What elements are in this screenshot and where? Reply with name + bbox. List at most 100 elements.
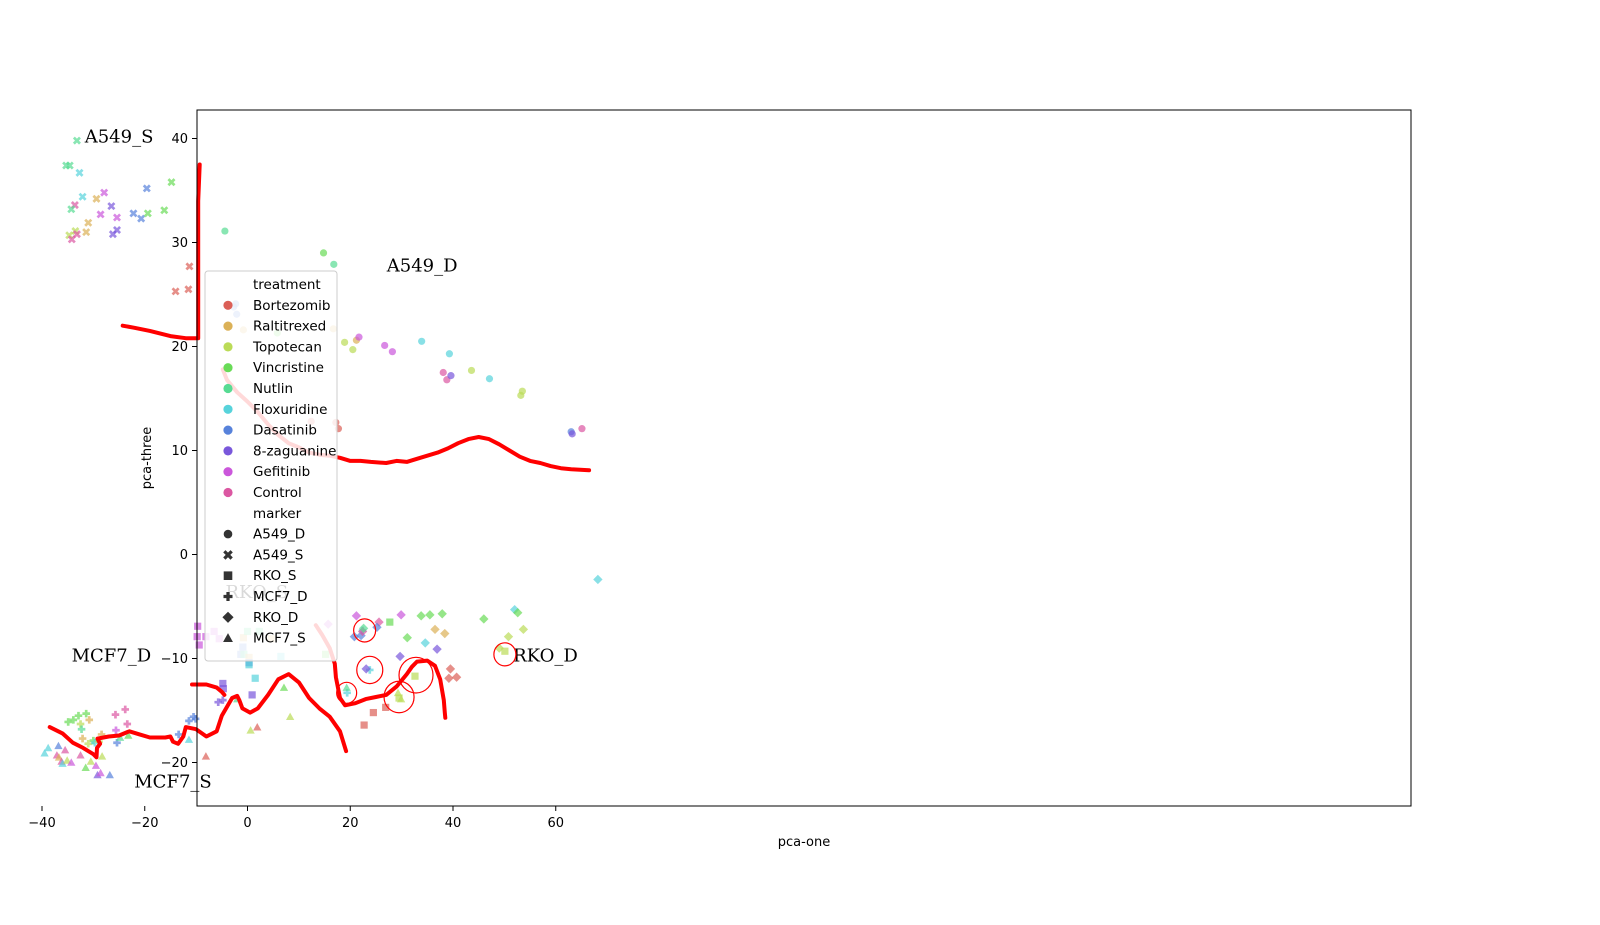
data-point	[361, 664, 371, 674]
data-point	[386, 618, 394, 626]
data-point	[167, 178, 176, 187]
red-highlight-circle	[398, 656, 434, 694]
y-tick-label: 30	[171, 236, 188, 251]
x-tick-label: 40	[445, 816, 462, 831]
legend-marker-swatch	[223, 633, 233, 643]
data-point	[160, 206, 169, 215]
data-point	[96, 210, 105, 219]
cluster-annotation: MCF7_S	[134, 771, 211, 792]
data-point	[86, 757, 95, 765]
data-point	[479, 614, 489, 624]
data-point	[105, 770, 114, 779]
data-point	[286, 712, 295, 721]
y-axis-ticks: −20 −10 0 10 20 30 40	[161, 132, 197, 771]
data-point	[72, 230, 81, 239]
legend-marker-swatch	[223, 529, 233, 539]
red-highlight-circle	[336, 681, 358, 704]
red-highlight-circle	[383, 680, 415, 714]
data-point	[77, 725, 86, 733]
data-point	[142, 184, 151, 193]
data-point	[340, 338, 349, 346]
data-point	[82, 228, 91, 237]
data-point	[185, 717, 193, 725]
data-point	[440, 628, 450, 639]
data-point	[171, 287, 180, 296]
data-point	[369, 708, 377, 717]
data-point	[248, 691, 256, 699]
legend-item-label: Dasatinib	[253, 423, 317, 439]
data-point	[439, 368, 447, 377]
legend-box	[204, 270, 338, 662]
data-point	[425, 610, 435, 620]
legend-color-swatch	[223, 363, 233, 373]
data-point	[221, 227, 229, 235]
data-point	[245, 661, 253, 669]
data-point	[91, 761, 101, 769]
legend-item-label: Gefitinib	[253, 464, 310, 480]
data-point	[518, 387, 526, 395]
cluster-annotation: A549_D	[386, 256, 458, 277]
data-point	[121, 705, 130, 714]
data-point	[381, 341, 389, 350]
legend-marker-swatch	[223, 591, 233, 602]
y-tick-label: 40	[171, 132, 188, 147]
cluster-annotation: A549_S	[84, 127, 154, 148]
data-point	[143, 209, 152, 218]
legend-marker-swatch	[223, 571, 233, 580]
data-point	[358, 623, 369, 634]
data-point	[44, 743, 53, 752]
legend-color-swatch	[223, 300, 233, 310]
legend-marker-swatch	[222, 611, 234, 623]
drawn-strokes-layer	[47, 162, 592, 760]
x-axis-ticks: −40 −20 0 20 40 60	[28, 806, 564, 831]
data-point	[219, 679, 227, 688]
legend-color-swatch	[223, 467, 233, 477]
data-point	[112, 226, 122, 235]
data-point	[76, 751, 85, 759]
data-point	[191, 715, 200, 723]
data-point	[593, 574, 603, 585]
legend-item-label: A549_S	[253, 547, 303, 563]
data-point	[349, 346, 357, 354]
legend-item-label: A549_D	[253, 527, 305, 543]
data-point	[195, 641, 203, 649]
red-highlight-circle	[493, 642, 517, 667]
data-point	[84, 740, 93, 748]
data-point	[100, 188, 109, 197]
data-point	[395, 694, 403, 702]
data-point	[342, 683, 351, 691]
data-point	[75, 168, 84, 177]
data-point	[444, 673, 454, 683]
legend-color-swatch	[223, 404, 233, 414]
data-point	[349, 631, 360, 642]
legend-color-swatch	[223, 342, 233, 352]
legend-item-label: Nutlin	[253, 381, 293, 397]
data-point	[393, 688, 403, 697]
data-point	[430, 624, 440, 635]
data-point	[81, 763, 90, 772]
data-point	[74, 711, 83, 720]
data-point	[402, 633, 412, 643]
legend-color-swatch	[223, 425, 233, 435]
red-annotation-stroke	[120, 162, 202, 341]
data-point	[451, 672, 462, 682]
data-point	[279, 683, 289, 691]
data-point	[416, 611, 426, 621]
data-point	[78, 192, 87, 201]
data-point	[578, 425, 586, 433]
data-point	[40, 749, 49, 757]
data-point	[360, 721, 368, 729]
legend-item-label: Topotecan	[252, 339, 322, 355]
x-tick-label: 60	[547, 816, 564, 831]
data-point	[67, 758, 76, 766]
data-point	[184, 735, 194, 743]
data-point	[129, 209, 138, 218]
legend-marker-swatch	[223, 550, 233, 560]
red-annotation-stroke	[190, 682, 227, 697]
data-point	[63, 756, 72, 764]
legend: treatment Bortezomib Raltitrexed Topotecan…	[204, 270, 338, 662]
data-point	[96, 768, 105, 777]
data-point	[501, 647, 509, 655]
data-point	[219, 685, 227, 693]
data-point	[194, 622, 202, 630]
